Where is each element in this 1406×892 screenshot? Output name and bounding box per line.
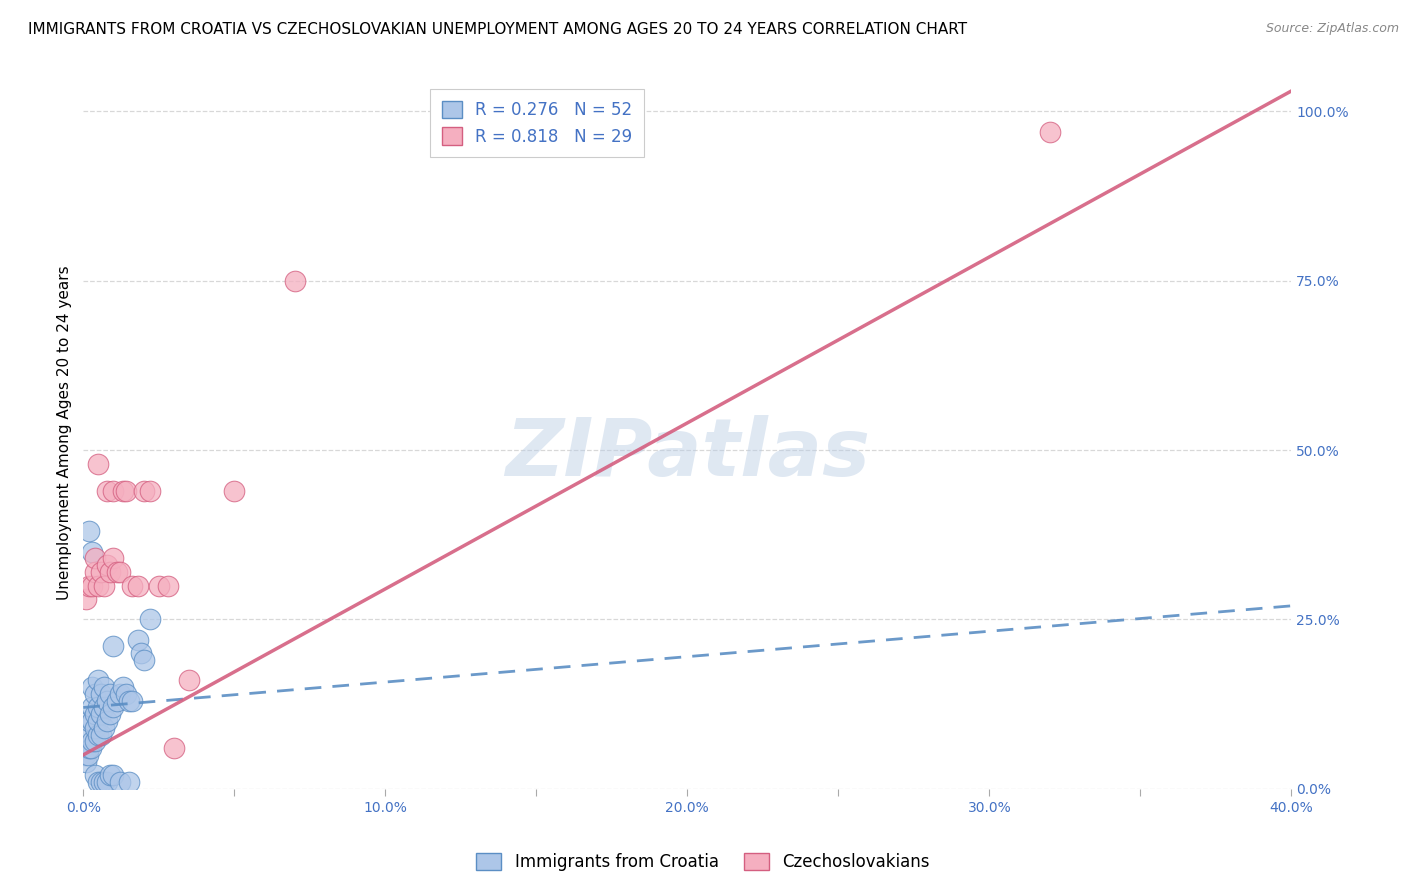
Point <box>82 680 104 694</box>
Point <box>84 551 107 566</box>
Point <box>93 721 115 735</box>
Point <box>90 687 112 701</box>
Point <box>79 578 101 592</box>
Point <box>84 721 107 735</box>
Point <box>96 714 118 728</box>
Point <box>1039 125 1062 139</box>
Legend: R = 0.276   N = 52, R = 0.818   N = 29: R = 0.276 N = 52, R = 0.818 N = 29 <box>430 89 644 157</box>
Point <box>87 578 110 592</box>
Point <box>96 775 118 789</box>
Point <box>121 694 143 708</box>
Point <box>82 544 104 558</box>
Point <box>100 768 122 782</box>
Point <box>108 687 131 701</box>
Point <box>93 578 115 592</box>
Point <box>75 755 97 769</box>
Point <box>87 727 110 741</box>
Point <box>114 483 136 498</box>
Point <box>148 578 170 592</box>
Point <box>103 640 125 654</box>
Point <box>111 680 134 694</box>
Point <box>224 483 246 498</box>
Point <box>132 653 155 667</box>
Point <box>80 741 103 756</box>
Point <box>103 768 125 782</box>
Point <box>93 680 115 694</box>
Point <box>90 565 112 579</box>
Point <box>103 483 125 498</box>
Point <box>284 274 307 288</box>
Point <box>84 687 107 701</box>
Point <box>127 578 149 592</box>
Point <box>87 673 110 688</box>
Point <box>76 747 98 762</box>
Point <box>82 578 104 592</box>
Text: Source: ZipAtlas.com: Source: ZipAtlas.com <box>1265 22 1399 36</box>
Point <box>117 775 139 789</box>
Point <box>103 700 125 714</box>
Point <box>75 592 97 607</box>
Point <box>127 632 149 647</box>
Point <box>96 694 118 708</box>
Point <box>100 565 122 579</box>
Text: ZIPatlas: ZIPatlas <box>505 416 870 493</box>
Y-axis label: Unemployment Among Ages 20 to 24 years: Unemployment Among Ages 20 to 24 years <box>58 266 72 600</box>
Point <box>138 612 160 626</box>
Point <box>177 673 200 688</box>
Point <box>103 551 125 566</box>
Point <box>105 694 128 708</box>
Point <box>87 700 110 714</box>
Point <box>111 483 134 498</box>
Point <box>82 714 104 728</box>
Point <box>84 768 107 782</box>
Point <box>84 734 107 748</box>
Point <box>90 775 112 789</box>
Point <box>108 775 131 789</box>
Point <box>132 483 155 498</box>
Point <box>129 646 152 660</box>
Point <box>79 727 101 741</box>
Point <box>87 457 110 471</box>
Point <box>79 714 101 728</box>
Point <box>93 700 115 714</box>
Point <box>100 707 122 722</box>
Point <box>87 775 110 789</box>
Point <box>156 578 179 592</box>
Point <box>108 565 131 579</box>
Point <box>121 578 143 592</box>
Point <box>73 747 96 762</box>
Point <box>79 524 101 539</box>
Point <box>84 565 107 579</box>
Legend: Immigrants from Croatia, Czechoslovakians: Immigrants from Croatia, Czechoslovakian… <box>468 845 938 880</box>
Point <box>84 707 107 722</box>
Point <box>79 741 101 756</box>
Point <box>114 687 136 701</box>
Point <box>90 727 112 741</box>
Point <box>93 775 115 789</box>
Point <box>138 483 160 498</box>
Point <box>90 707 112 722</box>
Point <box>82 734 104 748</box>
Point <box>163 741 186 756</box>
Point <box>96 483 118 498</box>
Point <box>96 558 118 573</box>
Point <box>82 700 104 714</box>
Text: IMMIGRANTS FROM CROATIA VS CZECHOSLOVAKIAN UNEMPLOYMENT AMONG AGES 20 TO 24 YEAR: IMMIGRANTS FROM CROATIA VS CZECHOSLOVAKI… <box>28 22 967 37</box>
Point <box>87 714 110 728</box>
Point <box>105 565 128 579</box>
Point <box>117 694 139 708</box>
Point <box>100 687 122 701</box>
